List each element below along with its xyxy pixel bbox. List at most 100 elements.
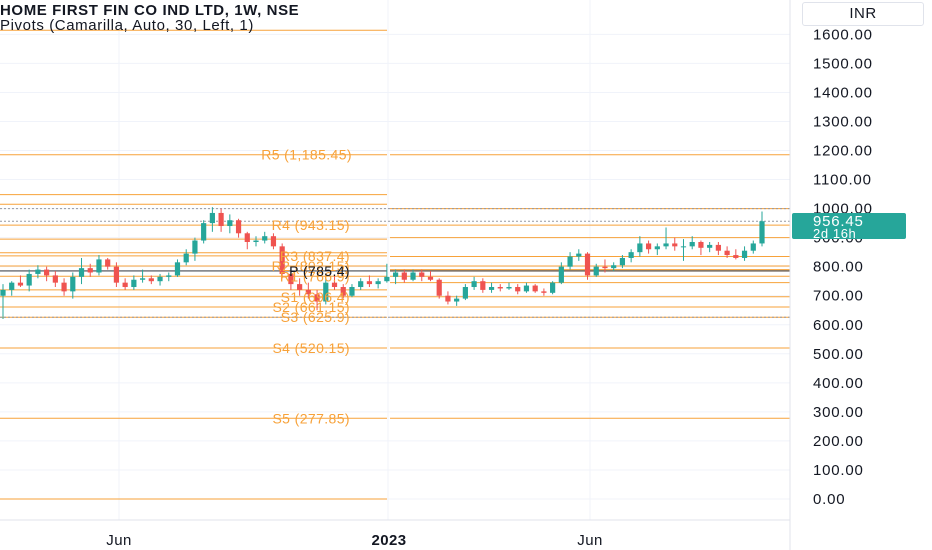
candle-body: [157, 276, 163, 282]
candle-body: [462, 287, 468, 299]
candle-body: [192, 240, 198, 254]
candle-body: [471, 281, 477, 288]
candle-body: [331, 282, 338, 288]
candle-body: [384, 276, 390, 282]
candle-body: [349, 287, 355, 296]
pivot-label: R5 (1,185.45): [261, 147, 352, 163]
candle-body: [567, 256, 573, 267]
price-axis-tick: 100.00: [813, 462, 864, 479]
bar-countdown: 2d 16h: [813, 226, 856, 241]
last-price-badge: [792, 213, 906, 239]
price-axis-tick: 1600.00: [813, 26, 873, 43]
grid: [0, 0, 790, 520]
candle-body: [305, 289, 311, 295]
currency-button[interactable]: INR: [802, 2, 924, 26]
candle-body: [183, 253, 189, 263]
candle-body: [733, 255, 739, 258]
candle-body: [506, 287, 512, 289]
candle-body: [480, 281, 486, 290]
candle-body: [227, 220, 233, 227]
pivot-label: R2 (802.15): [272, 258, 350, 274]
time-axis-tick: 2023: [372, 532, 407, 549]
price-axis-tick: 1300.00: [813, 113, 873, 130]
candle-body: [497, 287, 503, 289]
price-axis-tick: 700.00: [813, 288, 864, 305]
candle-body: [419, 272, 425, 277]
candle-body: [602, 266, 608, 269]
candle-body: [637, 243, 643, 253]
price-axis[interactable]: 1600.00 1500.00 1400.00 1300.00 1200.00 1100.…: [813, 26, 873, 508]
candle-body: [366, 281, 373, 285]
candle-body: [724, 250, 730, 256]
price-axis-tick: 800.00: [813, 259, 864, 276]
candle-body: [392, 272, 399, 277]
candle-body: [358, 281, 364, 288]
last-price-value: 956.45: [813, 213, 864, 230]
candle-body: [375, 281, 381, 285]
candle-body: [148, 278, 154, 282]
symbol-title[interactable]: HOME FIRST FIN CO IND LTD, 1W, NSE: [0, 2, 300, 19]
candle-body: [201, 223, 207, 241]
candle-body: [523, 285, 530, 292]
candle-body: [715, 244, 721, 251]
pivot-label: R4 (943.15): [272, 217, 350, 233]
candle-body: [96, 259, 102, 273]
candle-body: [541, 291, 547, 293]
candle-body: [253, 240, 259, 242]
candle-body: [454, 298, 460, 302]
candle-body: [663, 243, 669, 247]
candle-body: [427, 276, 434, 280]
candle-body: [759, 221, 765, 244]
indicator-title[interactable]: Pivots (Camarilla, Auto, 30, Left, 1): [0, 17, 254, 34]
candle-body: [288, 273, 294, 285]
candle-body: [340, 287, 346, 296]
price-axis-tick: 0.00: [813, 491, 845, 508]
time-axis-tick: Jun: [106, 532, 131, 549]
candle-body: [750, 243, 756, 251]
candle-body: [270, 236, 277, 247]
candle-body: [576, 253, 582, 257]
candle-body: [235, 220, 242, 234]
candle-body: [323, 282, 329, 302]
candle-body: [17, 282, 24, 286]
candle-body: [78, 268, 85, 277]
candle-body: [645, 243, 652, 250]
candle-body: [70, 276, 76, 292]
price-axis-tick: 500.00: [813, 346, 864, 363]
time-axis[interactable]: Jun 2023 Jun: [0, 0, 791, 550]
price-axis-tick: 1200.00: [813, 143, 873, 160]
candle-body: [436, 279, 442, 296]
pivot-label: S1 (696.4): [281, 289, 350, 305]
candle-body: [558, 266, 564, 283]
candle-body: [52, 275, 58, 283]
candle-body: [244, 233, 250, 242]
candle-body: [445, 295, 451, 302]
pivot-label: S3 (625.9): [281, 309, 350, 325]
price-axis-tick: 200.00: [813, 433, 864, 450]
price-axis-tick: 1100.00: [813, 172, 872, 189]
candle-body: [672, 243, 678, 247]
pivot-label: S5 (277.85): [272, 410, 350, 426]
candle-body: [209, 212, 215, 224]
pivot-levels: [0, 29, 790, 500]
candle-body: [314, 294, 320, 302]
price-axis-tick: 1500.00: [813, 55, 873, 72]
candles: [0, 207, 765, 319]
candle-body: [689, 241, 695, 247]
candle-body: [131, 279, 137, 288]
candle-body: [297, 284, 303, 290]
candle-body: [584, 253, 591, 276]
candle-body: [105, 259, 111, 267]
candle-body: [654, 246, 660, 250]
candle-body: [35, 269, 41, 274]
pivot-label: S2 (661.15): [272, 299, 350, 315]
candle-body: [9, 282, 15, 290]
candle-body: [279, 246, 285, 274]
candle-body: [113, 266, 120, 283]
candle-body: [122, 282, 128, 288]
candle-body: [619, 257, 626, 266]
candle-body: [532, 285, 538, 292]
candle-body: [166, 275, 172, 277]
pivot-label: S4 (520.15): [272, 340, 350, 356]
